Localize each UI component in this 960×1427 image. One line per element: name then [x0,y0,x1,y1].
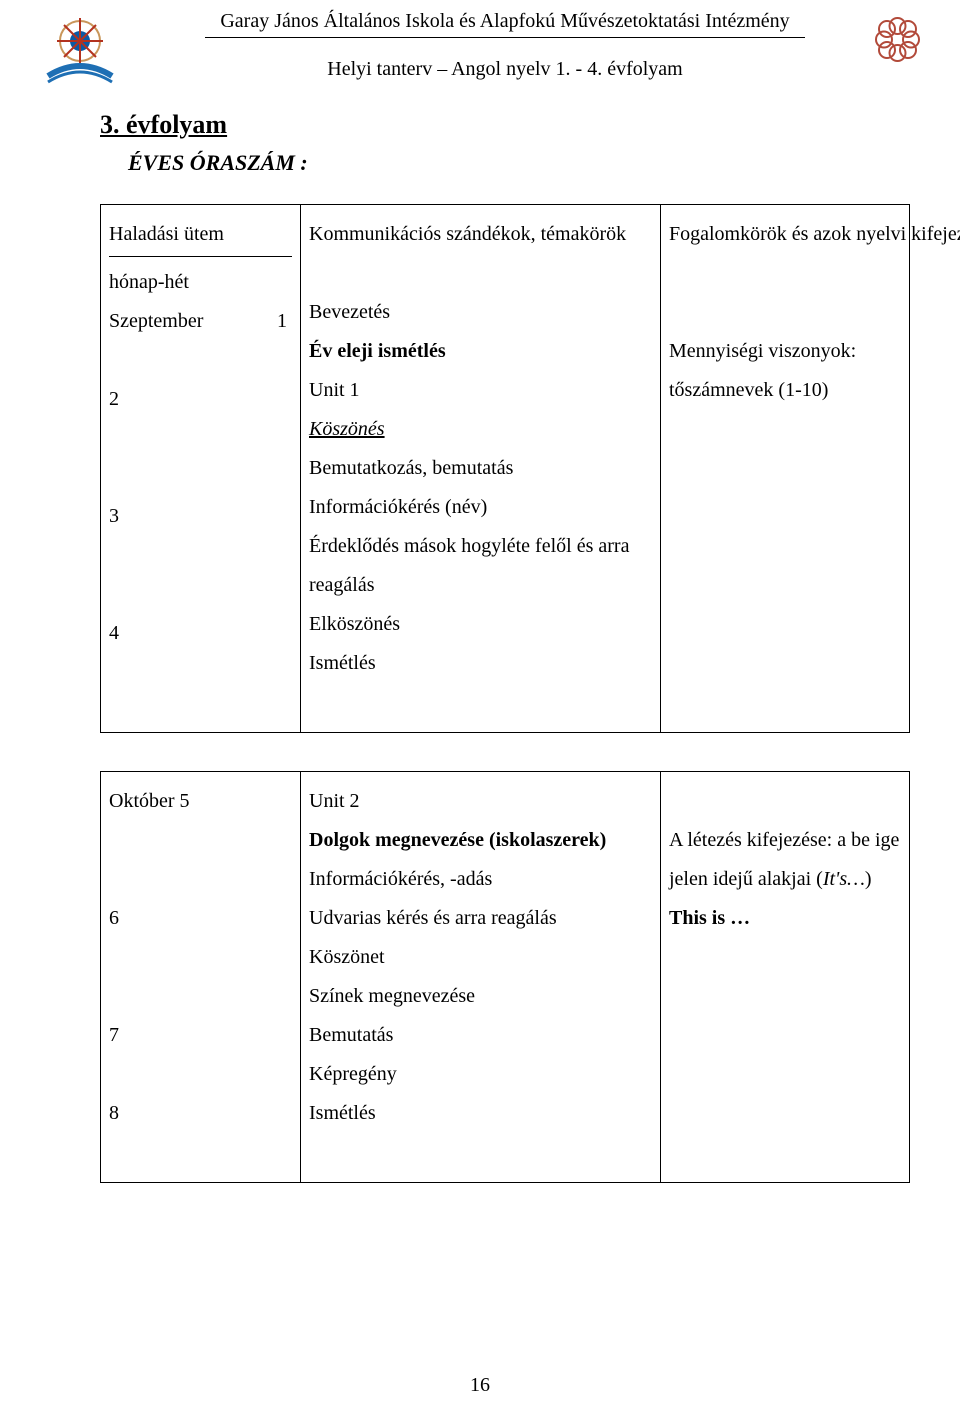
curriculum-line: Képregény [309,1055,652,1094]
table-row: Haladási ütem hónap-hét Szeptember 1 2 3… [101,205,910,733]
month-week: Október 5 [109,782,292,821]
week-num: 3 [109,497,292,536]
concept-line: A létezés kifejezése: a be ige jelen ide… [669,821,901,899]
col2-header: Kommunikációs szándékok, témakörök [309,215,652,254]
annual-hours-label: ÉVES ÓRASZÁM : [128,150,910,176]
month-name: Szeptember [109,302,203,341]
month-week-row: Szeptember 1 [109,302,292,341]
curriculum-line: Köszönet [309,938,652,977]
curriculum-line: Érdeklődés mások hogyléte felől és arra … [309,527,652,605]
curriculum-table-2: Október 5 6 7 8 Unit 2 Dolgok megnevezés… [100,771,910,1183]
logo-left-icon [40,8,120,88]
week-num: 7 [109,1016,292,1055]
curriculum-line: Ismétlés [309,644,652,683]
left-cell: Október 5 6 7 8 [101,772,301,1183]
week-num: 8 [109,1094,292,1133]
curriculum-line: Bevezetés [309,293,652,332]
header-center: Garay János Általános Iskola és Alapfokú… [100,10,910,81]
week-num: 1 [277,302,292,341]
concept-line: This is … [669,899,901,938]
week-num: 4 [109,614,292,653]
curriculum-line: Bemutatás [309,1016,652,1055]
progress-label-top: Haladási ütem [109,215,292,254]
progress-label-bottom: hónap-hét [109,263,292,302]
header-subtitle: Helyi tanterv – Angol nyelv 1. - 4. évfo… [180,58,830,81]
curriculum-line: Elköszönés [309,605,652,644]
page-header: Garay János Általános Iskola és Alapfokú… [100,10,910,90]
week-num: 6 [109,899,292,938]
left-cell: Haladási ütem hónap-hét Szeptember 1 2 3… [101,205,301,733]
curriculum-line: Udvarias kérés és arra reagálás [309,899,652,938]
curriculum-line: Információkérés (név) [309,488,652,527]
mid-cell: Unit 2 Dolgok megnevezése (iskolaszerek)… [301,772,661,1183]
curriculum-line: Dolgok megnevezése (iskolaszerek) [309,821,652,860]
curriculum-line: Unit 2 [309,782,652,821]
table-row: Október 5 6 7 8 Unit 2 Dolgok megnevezés… [101,772,910,1183]
week-num: 2 [109,380,292,419]
label-divider [109,256,292,257]
right-cell: A létezés kifejezése: a be ige jelen ide… [661,772,910,1183]
institution-name: Garay János Általános Iskola és Alapfokú… [180,10,830,35]
concept-italic: It's… [823,868,865,890]
col3-header: Fogalomkörök és azok nyelvi kifejező [669,215,901,254]
curriculum-line: Színek megnevezése [309,977,652,1016]
header-divider [205,37,805,38]
mid-cell: Kommunikációs szándékok, témakörök Bevez… [301,205,661,733]
curriculum-line: Ismétlés [309,1094,652,1133]
page-number: 16 [0,1374,960,1397]
logo-right-icon [870,12,925,67]
right-cell: Fogalomkörök és azok nyelvi kifejező Men… [661,205,910,733]
concept-text: ) [865,868,872,890]
curriculum-table-1: Haladási ütem hónap-hét Szeptember 1 2 3… [100,204,910,733]
concept-line: Mennyiségi viszonyok: tőszámnevek (1-10) [669,332,901,410]
curriculum-line: Köszönés [309,410,652,449]
curriculum-line: Információkérés, -adás [309,860,652,899]
curriculum-line: Év eleji ismétlés [309,332,652,371]
curriculum-line: Bemutatkozás, bemutatás [309,449,652,488]
curriculum-line: Unit 1 [309,371,652,410]
section-title: 3. évfolyam [100,110,910,140]
page: Garay János Általános Iskola és Alapfokú… [0,0,960,1427]
